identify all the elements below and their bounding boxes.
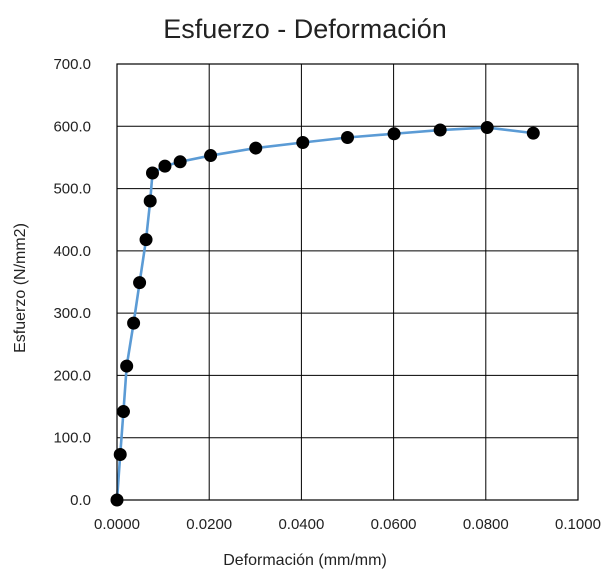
x-axis-ticks: 0.0000 0.0200 0.0400 0.0600 0.0800 0.1000 <box>94 516 601 533</box>
y-tick-label: 0.0 <box>70 492 91 509</box>
data-point-4 <box>127 316 141 330</box>
x-tick-label: 0.0800 <box>463 516 509 533</box>
y-tick-label: 500.0 <box>53 181 91 198</box>
x-axis-label: Deformación (mm/mm) <box>223 552 387 569</box>
y-tick-label: 700.0 <box>53 56 91 73</box>
x-tick-label: 0.0200 <box>186 516 232 533</box>
y-axis-label: Esfuerzo (N/mm2) <box>12 223 29 353</box>
data-point-14 <box>341 130 354 144</box>
y-axis-ticks: 0.0 100.0 200.0 300.0 400.0 500.0 600.0 700.0 <box>53 56 91 509</box>
data-point-18 <box>526 126 540 140</box>
data-point-13 <box>296 135 310 149</box>
y-tick-label: 400.0 <box>53 243 91 260</box>
data-point-12 <box>249 141 263 155</box>
chart-title: Esfuerzo - Deformación <box>163 14 447 44</box>
data-point-8 <box>145 166 159 180</box>
plot-area-frame <box>116 63 579 501</box>
data-point-1 <box>113 448 127 462</box>
data-point-16 <box>433 123 447 137</box>
data-points <box>110 121 540 507</box>
y-tick-label: 200.0 <box>53 367 91 384</box>
series-line-0 <box>115 126 535 502</box>
data-point-2 <box>116 405 130 419</box>
x-tick-label: 0.1000 <box>555 516 601 533</box>
data-point-10 <box>173 155 187 169</box>
data-point-9 <box>158 159 172 173</box>
data-point-6 <box>139 233 153 247</box>
x-tick-label: 0.0000 <box>94 516 140 533</box>
x-tick-label: 0.0400 <box>278 516 324 533</box>
series-line <box>115 126 535 502</box>
data-point-11 <box>204 149 218 163</box>
data-point-15 <box>387 127 401 141</box>
x-tick-label: 0.0600 <box>371 516 417 533</box>
data-point-7 <box>143 194 157 208</box>
y-tick-label: 600.0 <box>53 118 91 135</box>
data-point-17 <box>480 121 494 135</box>
data-point-5 <box>133 276 147 290</box>
y-tick-label: 300.0 <box>53 305 91 322</box>
data-point-3 <box>120 359 134 373</box>
y-tick-label: 100.0 <box>53 430 91 447</box>
